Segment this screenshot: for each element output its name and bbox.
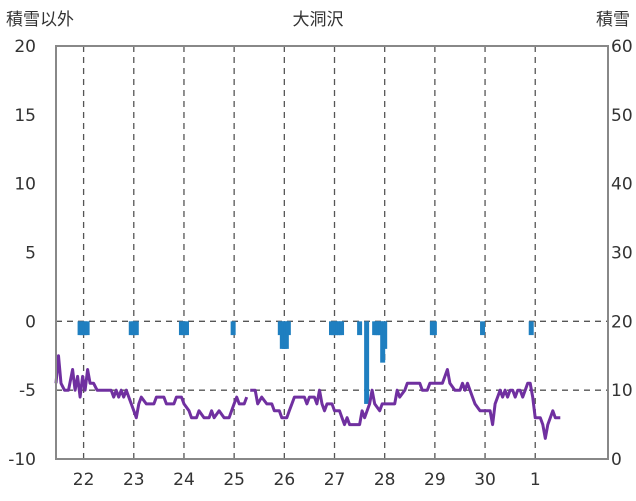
left-tick-label: 5 (25, 244, 36, 264)
left-tick-label: 15 (14, 106, 36, 126)
left-tick-label: -10 (8, 450, 36, 470)
plot-frame (56, 46, 608, 459)
x-tick-label: 1 (530, 470, 541, 490)
precip-bar (286, 321, 291, 335)
precip-bar (480, 321, 485, 335)
precip-bar (339, 321, 344, 335)
right-axis-label: 積雪 (596, 10, 630, 30)
precip-bar (85, 321, 90, 335)
right-tick-label: 40 (611, 175, 633, 195)
grid (56, 46, 608, 459)
right-tick-label: 10 (611, 381, 633, 401)
precip-bar (432, 321, 437, 335)
right-tick-label: 20 (611, 312, 633, 332)
x-tick-label: 24 (173, 470, 195, 490)
precip-bar (382, 321, 387, 349)
chart-title: 大洞沢 (293, 10, 344, 30)
left-tick-label: -5 (19, 381, 36, 401)
precip-bar (184, 321, 189, 335)
x-tick-label: 27 (324, 470, 346, 490)
right-tick-label: 60 (611, 37, 633, 57)
left-tick-label: 0 (25, 312, 36, 332)
left-axis-label: 積雪以外 (6, 10, 74, 30)
x-tick-label: 28 (374, 470, 396, 490)
precip-bar (134, 321, 139, 335)
precip-bar (357, 321, 362, 335)
x-tick-label: 25 (223, 470, 245, 490)
precip-bar (529, 321, 534, 335)
x-tick-label: 23 (123, 470, 145, 490)
right-tick-label: 0 (611, 450, 622, 470)
x-tick-label: 26 (274, 470, 296, 490)
left-tick-label: 10 (14, 175, 36, 195)
x-tick-label: 29 (424, 470, 446, 490)
x-tick-label: 22 (73, 470, 95, 490)
x-tick-label: 30 (474, 470, 496, 490)
precip-bar (364, 321, 369, 404)
right-tick-label: 50 (611, 106, 633, 126)
left-tick-label: 20 (14, 37, 36, 57)
precip-bar (231, 321, 236, 335)
right-tick-label: 30 (611, 244, 633, 264)
